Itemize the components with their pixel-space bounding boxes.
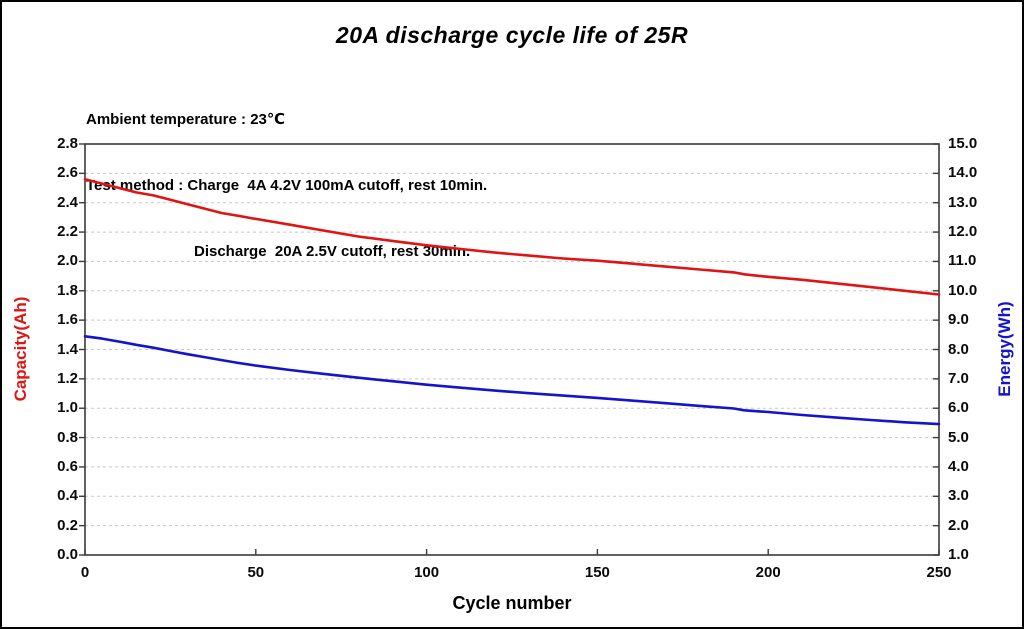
x-tick-label: 200 bbox=[755, 564, 781, 581]
y-tick-label-left: 2.8 bbox=[57, 135, 78, 152]
y-tick-label-right: 1.0 bbox=[948, 546, 969, 563]
y-tick-label-left: 1.0 bbox=[57, 399, 78, 417]
chart-title: 20A discharge cycle life of 25R bbox=[335, 22, 689, 48]
y-axis-title-energy: Energy(Wh) bbox=[995, 301, 1014, 397]
y-tick-label-left: 2.0 bbox=[57, 252, 78, 270]
y-tick-label-left: 0.4 bbox=[57, 487, 78, 505]
y-tick-label-right: 13.0 bbox=[948, 193, 978, 211]
y-tick-label-right: 12.0 bbox=[948, 223, 978, 241]
x-tick-label: 150 bbox=[584, 564, 610, 581]
x-tick-label: 100 bbox=[414, 564, 440, 581]
y-tick-label-right: 6.0 bbox=[948, 399, 969, 417]
series-line-capacity bbox=[83, 177, 941, 296]
y-tick-label-right: 9.0 bbox=[948, 311, 969, 329]
y-tick-label-left: 2.2 bbox=[57, 223, 78, 241]
y-tick-label-left: 0.6 bbox=[57, 457, 78, 475]
y-tick-label-left: 2.4 bbox=[57, 193, 78, 211]
y-tick-label-left: 1.2 bbox=[57, 369, 78, 387]
x-tick-label: 250 bbox=[926, 564, 952, 581]
y-tick-label-right: 14.0 bbox=[948, 164, 978, 182]
y-tick-label-left: 1.4 bbox=[57, 340, 78, 358]
y-tick-label-left: 1.8 bbox=[57, 281, 78, 299]
y-tick-label-left: 1.6 bbox=[57, 311, 78, 329]
y-tick-label-right: 8.0 bbox=[948, 340, 969, 358]
y-tick-label-right: 11.0 bbox=[948, 252, 977, 270]
y-tick-label-right: 3.0 bbox=[948, 487, 969, 505]
annotation-test-method-charge: Test method : Charge 4A 4.2V 100mA cutof… bbox=[86, 177, 488, 194]
x-tick-label: 50 bbox=[247, 564, 265, 581]
y-tick-label-right: 7.0 bbox=[948, 369, 969, 387]
y-tick-label-right: 15.0 bbox=[948, 135, 978, 152]
annotation-test-method-discharge: Discharge 20A 2.5V cutoff, rest 30min. bbox=[194, 243, 471, 260]
y-tick-label-right: 2.0 bbox=[948, 516, 969, 534]
y-axis-title-capacity: Capacity(Ah) bbox=[11, 296, 30, 402]
x-axis-title: Cycle number bbox=[452, 593, 572, 613]
y-tick-label-left: 2.6 bbox=[57, 164, 78, 182]
y-tick-label-left: 0.0 bbox=[57, 546, 78, 563]
y-tick-label-right: 10.0 bbox=[948, 281, 978, 299]
x-tick-label: 0 bbox=[80, 564, 90, 581]
y-tick-label-left: 0.2 bbox=[57, 516, 78, 534]
y-tick-label-right: 5.0 bbox=[948, 428, 969, 446]
test-conditions: Ambient temperature : 23℃ Test method : … bbox=[86, 65, 487, 307]
annotation-ambient-temperature: Ambient temperature : 23℃ bbox=[86, 111, 286, 128]
y-tick-label-right: 4.0 bbox=[948, 457, 969, 475]
y-tick-label-left: 0.8 bbox=[57, 428, 78, 446]
series-line-energy bbox=[83, 334, 941, 426]
